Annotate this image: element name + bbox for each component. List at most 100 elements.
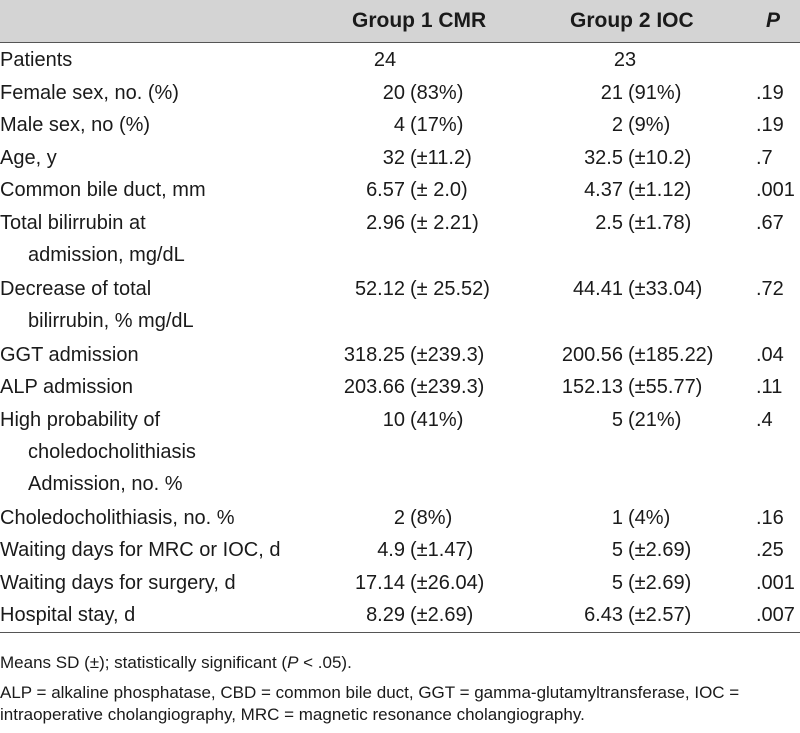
table-row: Decrease of total bilirrubin, % mg/dL 52.1…: [0, 273, 800, 337]
group1-value: 8.29: [366, 604, 405, 626]
p-value: .72: [756, 277, 784, 300]
p-value: .11: [756, 376, 783, 398]
group1-sd: (8%): [410, 506, 453, 529]
row-label-line: Decrease of total: [0, 277, 152, 300]
row-label-line: Admission, no. %: [28, 472, 183, 495]
row-label: Waiting days for surgery, d: [0, 567, 236, 599]
group2-sd: (±10.2): [628, 146, 692, 169]
header-group2: Group 2 IOC: [570, 9, 694, 32]
group1-value: 17.14: [354, 571, 405, 594]
footnote-means: Means SD (±); statistically significant …: [0, 652, 352, 674]
row-label-line: Waiting days for MRC or IOC, d: [0, 539, 281, 561]
row-label-line: Hospital stay, d: [0, 604, 136, 626]
group2-sd: (±1.78): [628, 211, 692, 234]
table-row: GGT admission 318.25 (±239.3) 200.56 (±185.2…: [0, 339, 800, 371]
group2-value: 5: [611, 408, 623, 431]
p-value: .007: [756, 604, 795, 626]
row-label: Male sex, no (%): [0, 109, 150, 141]
row-label-line: Waiting days for surgery, d: [0, 571, 236, 594]
group1-value: 32: [382, 146, 405, 169]
row-label-line: Choledocholithiasis, no. %: [0, 506, 235, 529]
p-value: .001: [756, 179, 795, 201]
row-label: ALP admission: [0, 371, 133, 403]
p-value: .19: [756, 81, 784, 104]
table-row: Waiting days for MRC or IOC, d 4.9 (±1.47)…: [0, 534, 800, 566]
row-label: Common bile duct, mm: [0, 174, 206, 206]
group2-sd: (±2.57): [628, 604, 692, 626]
row-label-line: Total bilirrubin at: [0, 211, 146, 234]
row-label-line: admission, mg/dL: [28, 243, 185, 266]
group1-sd: (83%): [410, 81, 464, 104]
p-value: .19: [756, 114, 784, 136]
table-row: High probability of choledocholithiasis Ad…: [0, 404, 800, 500]
row-label-line: Age, y: [0, 146, 57, 169]
group2-value: 1: [611, 506, 623, 529]
row-label: Age, y: [0, 142, 57, 174]
group1-sd: (±1.47): [410, 539, 474, 561]
row-label-line: Male sex, no (%): [0, 114, 151, 136]
group1-value: 2.96: [366, 211, 405, 234]
group2-value: 200.56: [561, 343, 623, 366]
row-label: Female sex, no. (%): [0, 77, 179, 109]
header-rule: [0, 42, 800, 43]
group1-sd: (41%): [410, 408, 464, 431]
group2-value: 2: [611, 114, 623, 136]
row-label: Total bilirrubin at admission, mg/dL: [0, 207, 185, 271]
row-label: High probability of choledocholithiasis Ad…: [0, 404, 196, 500]
group2-value: 5: [611, 571, 623, 594]
row-label-line: choledocholithiasis: [28, 440, 196, 463]
row-label: Choledocholithiasis, no. %: [0, 502, 235, 534]
group2-sd: (9%): [628, 114, 671, 136]
group1-sd: (± 2.21): [410, 211, 479, 234]
footnote-p-symbol: P: [287, 653, 299, 672]
group1-value: 318.25: [343, 343, 405, 366]
row-label-line: Patients: [0, 49, 73, 71]
row-label-line: Common bile duct, mm: [0, 179, 206, 201]
group1-value: 52.12: [354, 277, 405, 300]
group2-value: 32.5: [584, 146, 623, 169]
row-label: Waiting days for MRC or IOC, d: [0, 534, 280, 566]
p-value: .001: [756, 571, 795, 594]
row-label: Patients: [0, 44, 72, 76]
footnote-text: Means SD (±); statistically significant …: [0, 653, 288, 672]
table-row: Choledocholithiasis, no. % 2 (8%) 1 (4%) .16: [0, 502, 800, 534]
p-value: .4: [756, 408, 773, 431]
group1-value: 2: [393, 506, 405, 529]
group2-sd: (91%): [628, 81, 682, 104]
header-group1: Group 1 CMR: [352, 9, 487, 32]
footer-rule: [0, 632, 800, 633]
group1-sd: (±11.2): [410, 146, 472, 169]
p-value: .67: [756, 211, 784, 234]
group1-sd: (± 25.52): [410, 277, 490, 300]
table-row: Total bilirrubin at admission, mg/dL 2.96(…: [0, 207, 800, 271]
group1-value: 20: [382, 81, 405, 104]
row-label-line: ALP admission: [0, 376, 134, 398]
group1-sd: (±239.3): [410, 343, 485, 366]
p-value: .04: [756, 343, 784, 366]
group2-sd: (21%): [628, 408, 682, 431]
group2-sd: (±2.69): [628, 571, 692, 594]
table-row: Female sex, no. (%) 20 (83%) 21 (91%) .19: [0, 77, 800, 109]
group1-value: 6.57: [366, 179, 405, 201]
group2-value: 21: [600, 81, 623, 104]
table-row: Waiting days for surgery, d 17.14 (±26.04)…: [0, 567, 800, 599]
group1-value: 10: [382, 408, 405, 431]
table-row: Male sex, no (%) 4 (17%) 2 (9%) .19: [0, 109, 800, 141]
p-value: .16: [756, 506, 784, 529]
row-label-line: GGT admission: [0, 343, 139, 366]
group2-value: 23: [613, 49, 637, 71]
group2-sd: (±55.77): [628, 376, 703, 398]
group2-sd: (±1.12): [628, 179, 692, 201]
footnote-text: < .05).: [298, 653, 352, 672]
footnote-abbreviations-cont: intraoperative cholangiography, MRC = ma…: [0, 705, 585, 724]
row-label-line: bilirrubin, % mg/dL: [28, 309, 194, 332]
row-label: Decrease of total bilirrubin, % mg/dL: [0, 273, 194, 337]
group2-value: 6.43: [584, 604, 623, 626]
group1-value: 203.66: [343, 376, 405, 398]
table-header: Group 1 CMR Group 2 IOC P: [0, 0, 800, 42]
group2-sd: (±185.22): [628, 343, 714, 366]
table-row: Age, y 32 (±11.2) 32.5 (±10.2) .7: [0, 142, 800, 174]
group1-sd: (17%): [410, 114, 464, 136]
row-label: Hospital stay, d: [0, 599, 135, 631]
